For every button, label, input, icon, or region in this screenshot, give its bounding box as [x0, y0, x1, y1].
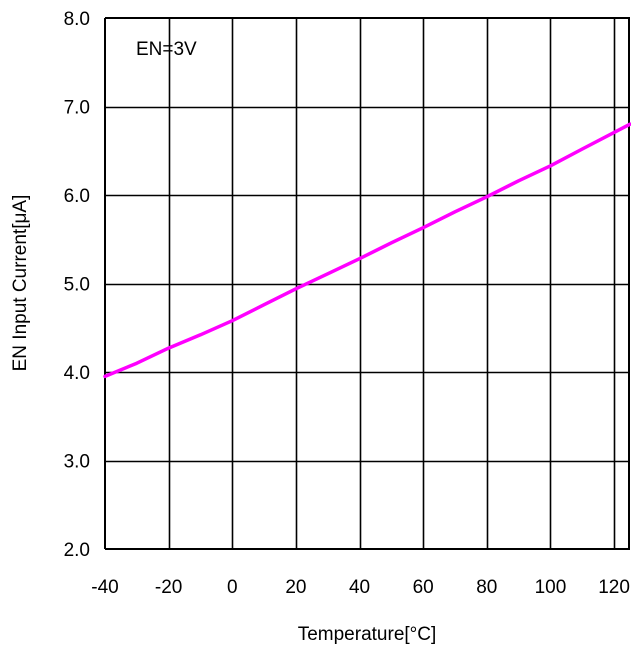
- y-tick-label: 2.0: [64, 540, 90, 561]
- y-tick-label: 4.0: [64, 363, 90, 384]
- x-axis-title: Temperature[°C]: [298, 624, 437, 645]
- y-tick-labels: 2.0 3.0 4.0 5.0 6.0 7.0 8.0: [64, 9, 90, 561]
- x-tick-label: 60: [413, 577, 434, 598]
- x-tick-label: -40: [91, 577, 118, 598]
- x-tick-label: 40: [349, 577, 370, 598]
- x-tick-label: 120: [598, 577, 630, 598]
- plot-frame: [104, 17, 630, 550]
- x-tick-label: 100: [535, 577, 567, 598]
- x-tick-label: 20: [285, 577, 306, 598]
- y-tick-label: 6.0: [64, 186, 90, 207]
- annotation-label: EN=3V: [136, 39, 197, 60]
- series-line-0: [103, 122, 631, 379]
- grid-lines: [105, 18, 630, 549]
- x-tick-labels: -40 -20 0 20 40 60 80 100 120: [91, 577, 630, 598]
- y-axis-title: EN Input Current[μA]: [10, 195, 31, 372]
- y-tick-label: 3.0: [64, 452, 90, 473]
- x-tick-label: -20: [155, 577, 182, 598]
- x-tick-label: 80: [476, 577, 497, 598]
- x-tick-label: 0: [227, 577, 238, 598]
- y-tick-label: 8.0: [64, 9, 90, 30]
- series-layer: [103, 122, 631, 379]
- y-tick-label: 5.0: [64, 275, 90, 296]
- y-tick-label: 7.0: [64, 98, 90, 119]
